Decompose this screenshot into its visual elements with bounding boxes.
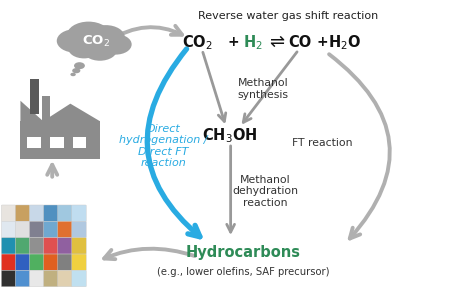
Bar (20, 121, 100, 159)
Bar (27, 137, 41, 148)
Circle shape (57, 29, 93, 53)
Circle shape (68, 38, 100, 58)
FancyBboxPatch shape (1, 221, 16, 238)
FancyBboxPatch shape (72, 254, 86, 270)
Circle shape (67, 22, 110, 50)
FancyBboxPatch shape (58, 254, 72, 270)
FancyBboxPatch shape (44, 205, 58, 221)
Circle shape (87, 25, 125, 50)
FancyBboxPatch shape (30, 270, 44, 287)
FancyBboxPatch shape (58, 221, 72, 238)
FancyBboxPatch shape (58, 238, 72, 254)
Bar (50, 137, 64, 148)
Circle shape (70, 73, 76, 76)
Text: (e.g., lower olefins, SAF precursor): (e.g., lower olefins, SAF precursor) (157, 267, 329, 277)
Circle shape (83, 39, 117, 61)
FancyBboxPatch shape (44, 221, 58, 238)
Text: H$_2$: H$_2$ (243, 33, 263, 52)
FancyBboxPatch shape (1, 270, 16, 287)
Text: $\rightleftharpoons$: $\rightleftharpoons$ (266, 33, 286, 51)
Text: Methanol
synthesis: Methanol synthesis (238, 78, 289, 100)
Text: CO$_2$: CO$_2$ (82, 34, 110, 49)
Text: +: + (316, 35, 328, 49)
FancyBboxPatch shape (1, 254, 16, 270)
FancyBboxPatch shape (15, 205, 30, 221)
Text: FT reaction: FT reaction (292, 138, 353, 148)
FancyBboxPatch shape (15, 270, 30, 287)
FancyBboxPatch shape (58, 270, 72, 287)
FancyBboxPatch shape (30, 221, 44, 238)
FancyBboxPatch shape (15, 238, 30, 254)
Polygon shape (43, 104, 100, 121)
Text: Reverse water gas shift reaction: Reverse water gas shift reaction (198, 11, 379, 21)
Bar (42, 96, 50, 121)
FancyBboxPatch shape (72, 221, 86, 238)
Text: CO$_2$: CO$_2$ (182, 33, 213, 52)
Text: Hydrocarbons: Hydrocarbons (185, 245, 301, 260)
Text: Methanol
dehydration
reaction: Methanol dehydration reaction (232, 175, 299, 208)
FancyBboxPatch shape (44, 270, 58, 287)
Bar (73, 137, 86, 148)
Text: Direct
hydrogenation /
Direct FT
reaction: Direct hydrogenation / Direct FT reactio… (119, 124, 207, 168)
Bar (30, 79, 39, 114)
Circle shape (74, 62, 85, 69)
Text: H$_2$O: H$_2$O (329, 33, 361, 52)
FancyBboxPatch shape (15, 221, 30, 238)
FancyBboxPatch shape (15, 254, 30, 270)
FancyBboxPatch shape (72, 205, 86, 221)
FancyBboxPatch shape (1, 205, 16, 221)
FancyBboxPatch shape (44, 238, 58, 254)
FancyBboxPatch shape (58, 205, 72, 221)
Circle shape (100, 34, 132, 55)
FancyBboxPatch shape (1, 238, 16, 254)
FancyBboxPatch shape (30, 205, 44, 221)
Text: CO: CO (288, 35, 311, 50)
FancyBboxPatch shape (44, 254, 58, 270)
FancyBboxPatch shape (72, 270, 86, 287)
FancyBboxPatch shape (30, 254, 44, 270)
Text: CH$_3$OH: CH$_3$OH (202, 126, 257, 145)
Circle shape (72, 68, 80, 73)
FancyBboxPatch shape (30, 238, 44, 254)
Polygon shape (20, 101, 43, 121)
Text: +: + (228, 35, 240, 49)
FancyBboxPatch shape (72, 238, 86, 254)
